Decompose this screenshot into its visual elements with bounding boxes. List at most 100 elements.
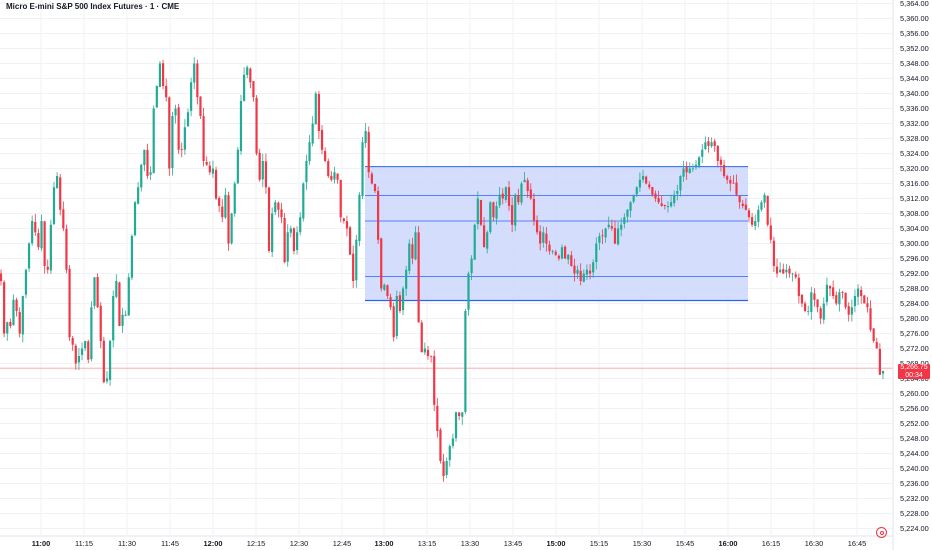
candle-body — [511, 205, 514, 225]
candle-body — [68, 268, 71, 338]
candle-body — [377, 191, 380, 240]
candle-body — [84, 341, 87, 349]
candle-body — [395, 296, 398, 337]
candle-body — [414, 232, 417, 260]
candle-body — [199, 96, 202, 116]
y-tick-label: 5,228.00 — [900, 509, 929, 518]
x-tick-label: 11:30 — [118, 539, 136, 548]
candle-body — [769, 225, 772, 240]
candle-body — [373, 184, 377, 191]
candle-body — [620, 224, 623, 230]
y-tick-label: 5,236.00 — [900, 479, 929, 488]
candle-body — [18, 312, 21, 334]
candle-body — [813, 293, 816, 300]
y-tick-label: 5,232.00 — [900, 494, 929, 503]
candle-body — [582, 273, 585, 282]
candle-body — [31, 221, 34, 244]
candle-body — [832, 287, 835, 296]
candle-body — [102, 340, 105, 383]
candle-body — [158, 63, 162, 87]
candle-body — [6, 322, 9, 334]
candle-body — [420, 322, 423, 353]
candle-body — [654, 193, 657, 199]
x-tick-label: 13:30 — [461, 539, 480, 548]
candle-body — [548, 244, 551, 251]
candle-body — [408, 243, 411, 271]
candle-body — [623, 217, 626, 224]
candle-body — [342, 218, 345, 221]
candle-body — [55, 176, 59, 189]
candle-body — [429, 355, 433, 357]
candle-body — [691, 168, 694, 170]
candle-body — [869, 308, 872, 330]
candle-body — [202, 116, 205, 161]
candle-body — [657, 198, 660, 203]
candle-body — [501, 193, 504, 199]
candle-body — [610, 226, 613, 229]
x-tick-label: 16:00 — [719, 539, 738, 548]
candle-body — [233, 183, 236, 214]
candle-body — [607, 224, 610, 228]
candle-body — [71, 337, 74, 345]
candle-body — [155, 86, 158, 108]
candle-body — [458, 412, 461, 416]
y-tick-label: 5,224.00 — [900, 524, 929, 533]
candle-body — [763, 194, 766, 203]
candle-body — [255, 97, 258, 154]
candle-body — [592, 262, 595, 273]
candle-body — [810, 292, 813, 312]
x-tick-label: 13:45 — [504, 539, 523, 548]
candle-body — [361, 142, 364, 197]
candle-body — [208, 165, 211, 173]
candle-body — [386, 285, 389, 296]
y-tick-label: 5,328.00 — [900, 134, 929, 143]
candle-body — [59, 177, 62, 210]
range-box[interactable] — [365, 166, 748, 302]
candle-body — [196, 63, 199, 98]
candle-body — [292, 228, 296, 251]
candle-body — [239, 101, 243, 152]
candle-body — [878, 348, 881, 375]
x-tick-label: 16:30 — [805, 539, 824, 548]
candle-body — [517, 195, 520, 203]
candle-body — [772, 240, 776, 266]
candle-body — [308, 142, 311, 162]
candle-body — [302, 183, 305, 219]
candle-body — [529, 189, 532, 199]
candle-body — [564, 246, 567, 259]
candle-body — [193, 63, 196, 83]
candle-body — [0, 273, 3, 281]
candle-body — [24, 269, 28, 295]
settings-icon[interactable] — [876, 527, 887, 538]
y-tick-label: 5,332.00 — [900, 119, 929, 128]
x-tick-label: 15:00 — [547, 539, 566, 548]
candle-body — [785, 269, 788, 273]
y-tick-label: 5,300.00 — [900, 239, 929, 248]
candle-body — [37, 233, 40, 248]
x-tick-label: 13:00 — [375, 539, 394, 548]
candle-body — [180, 149, 183, 150]
candle-body — [744, 204, 747, 210]
candle-body — [283, 217, 286, 263]
candle-body — [77, 356, 81, 363]
candle-body — [847, 306, 850, 315]
candle-body — [389, 297, 392, 308]
candle-body — [766, 195, 769, 225]
candle-body — [348, 227, 352, 255]
x-tick-label: 12:00 — [204, 539, 223, 548]
candle-body — [482, 225, 486, 248]
candle-body — [137, 187, 140, 204]
candle-body — [330, 175, 333, 180]
x-tick-label: 12:15 — [247, 539, 266, 548]
candle-body — [370, 173, 373, 184]
candle-body — [473, 224, 476, 260]
y-tick-label: 5,252.00 — [900, 419, 929, 428]
candle-body — [560, 247, 564, 259]
candle-body — [214, 169, 218, 199]
candle-body — [383, 284, 386, 290]
candle-body — [27, 243, 31, 269]
candle-body — [545, 233, 548, 244]
candle-body — [828, 286, 832, 289]
